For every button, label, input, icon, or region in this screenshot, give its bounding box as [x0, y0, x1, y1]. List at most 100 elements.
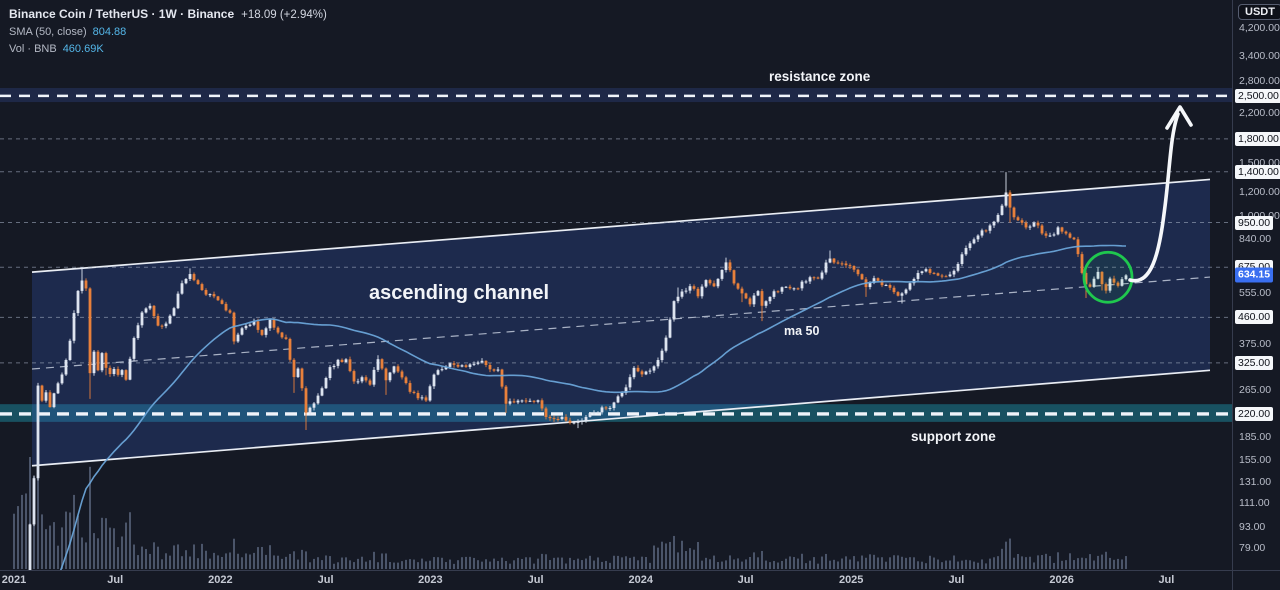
candle	[352, 371, 356, 382]
candle	[448, 363, 452, 367]
candle	[480, 360, 484, 363]
candle	[136, 325, 140, 339]
candle	[1116, 282, 1120, 286]
candle	[880, 280, 884, 286]
candle	[44, 392, 48, 401]
channel-lower-line	[31, 369, 1211, 467]
candle	[408, 383, 412, 392]
candle	[236, 334, 240, 342]
candle	[640, 371, 644, 375]
candle	[968, 243, 972, 249]
candle	[828, 258, 832, 263]
candle	[856, 269, 860, 275]
candle	[308, 407, 312, 413]
candle	[1048, 235, 1052, 237]
zone-dashed-lines[interactable]	[0, 94, 1232, 416]
candle	[172, 308, 176, 316]
candle	[248, 324, 252, 326]
candle	[316, 395, 320, 404]
candle	[292, 359, 296, 378]
candle	[452, 363, 456, 365]
candle	[656, 360, 660, 367]
candle	[116, 368, 120, 375]
chart-canvas[interactable]: resistance zone ascending channel ma 50 …	[0, 0, 1232, 570]
price-tick: 131.00	[1239, 475, 1272, 488]
level-price-label: 2,500.00	[1235, 88, 1280, 103]
candle	[812, 277, 816, 279]
candle	[284, 337, 288, 339]
candle	[476, 362, 480, 364]
price-tick: 2,200.00	[1239, 106, 1280, 119]
candle	[1020, 220, 1024, 223]
time-tick: Jul	[1158, 574, 1175, 586]
candle	[364, 377, 368, 381]
candle	[440, 369, 444, 371]
candle	[572, 422, 576, 424]
candle	[268, 319, 272, 329]
candle	[208, 294, 212, 296]
time-axis[interactable]: 2021 Jul 2022 Jul 2023 Jul 2024 Jul 2025 Jul 2026 J…	[0, 570, 1280, 590]
candle	[280, 332, 284, 338]
time-tick: Jul	[107, 574, 124, 586]
ma-50-label[interactable]: ma 50	[784, 324, 819, 338]
currency-toggle-button[interactable]: USDT	[1238, 4, 1280, 20]
candle	[416, 392, 420, 399]
candle	[256, 321, 260, 330]
candle	[404, 377, 408, 384]
candle	[1008, 192, 1012, 208]
price-axis[interactable]: USDT 4,200.00 3,400.00 2,800.00 2,200.00 1,5…	[1232, 0, 1280, 570]
candle	[336, 359, 340, 366]
candle	[920, 271, 924, 274]
candle	[464, 365, 468, 367]
candle	[944, 276, 948, 278]
candle	[1124, 275, 1128, 280]
candle	[140, 312, 144, 326]
candle	[748, 298, 752, 305]
candle	[676, 296, 680, 302]
candle	[784, 286, 788, 288]
candle	[148, 305, 152, 309]
ascending-channel-label[interactable]: ascending channel	[369, 282, 549, 304]
candle	[848, 265, 852, 267]
time-tick: 2025	[838, 574, 864, 586]
price-tick: 555.00	[1239, 286, 1272, 299]
candle	[216, 296, 220, 301]
candle	[244, 325, 248, 329]
candle	[732, 270, 736, 284]
candle	[796, 288, 800, 290]
candle	[332, 365, 336, 368]
candle	[428, 386, 432, 401]
highlight-ellipse	[1082, 250, 1134, 304]
candle	[520, 400, 524, 402]
level-price-label: 220.00	[1235, 406, 1274, 421]
time-tick: Jul	[737, 574, 754, 586]
candle	[620, 392, 624, 397]
candle	[744, 293, 748, 299]
candle	[672, 301, 676, 320]
candle	[868, 282, 872, 288]
candle	[1052, 234, 1056, 236]
projection-arrow[interactable]	[1128, 105, 1193, 283]
candle	[524, 400, 528, 402]
candle	[1100, 271, 1104, 285]
candle	[588, 413, 592, 417]
candle	[628, 377, 632, 388]
candle	[632, 367, 636, 378]
candle	[264, 328, 268, 335]
candle	[692, 286, 696, 289]
candle	[660, 350, 664, 361]
candle	[996, 214, 1000, 222]
candle	[896, 292, 900, 296]
candle	[540, 400, 544, 409]
candle	[600, 407, 604, 413]
candle	[252, 321, 256, 325]
highlight-circle[interactable]	[1082, 250, 1134, 304]
time-tick: 2023	[418, 574, 443, 586]
candle	[320, 388, 324, 396]
candle	[800, 281, 804, 289]
support-zone-label[interactable]: support zone	[911, 429, 996, 444]
ascending-channel-drawing[interactable]	[31, 178, 1211, 467]
resistance-zone-label[interactable]: resistance zone	[769, 69, 871, 84]
candle	[220, 300, 224, 304]
candle	[212, 294, 216, 297]
